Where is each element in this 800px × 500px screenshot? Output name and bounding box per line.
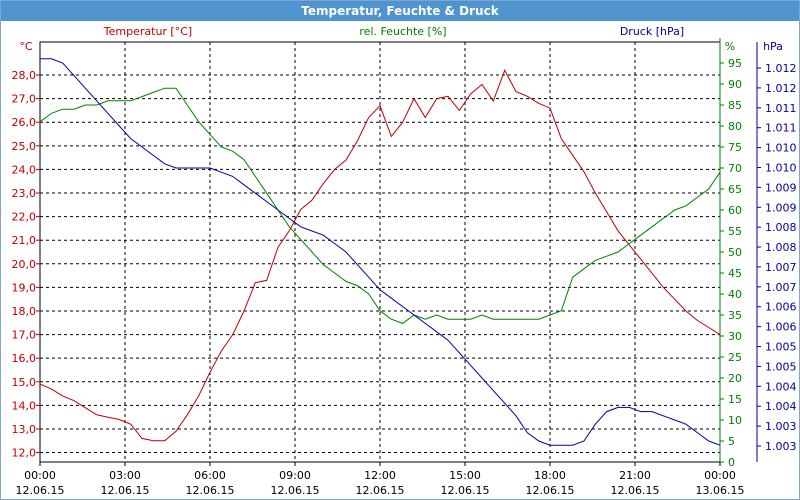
humidity-tick-label: 55 [728,225,742,238]
temp-tick-label: 15,0 [12,376,37,389]
pressure-tick-label: 1.003 [765,420,797,433]
humidity-tick-label: 20 [728,372,742,385]
temp-tick-label: 14,0 [12,399,37,412]
pressure-tick-label: 1.012 [765,82,797,95]
pressure-series-label: Druck [hPa] [620,25,684,38]
x-tick-date: 12.06.15 [16,484,65,497]
x-tick-time: 09:00 [279,469,311,482]
x-tick-time: 00:00 [704,469,736,482]
x-tick-time: 18:00 [534,469,566,482]
temp-tick-label: 28,0 [12,69,37,82]
temp-tick-label: 27,0 [12,93,37,106]
temp-unit-label: °C [19,40,33,53]
x-tick-time: 15:00 [449,469,481,482]
humidity-tick-label: 40 [728,288,742,301]
x-tick-time: 12:00 [364,469,396,482]
humidity-tick-label: 90 [728,78,742,91]
temp-tick-label: 23,0 [12,187,37,200]
pressure-tick-label: 1.010 [765,161,797,174]
pressure-tick-label: 1.005 [765,341,797,354]
pressure-tick-label: 1.011 [765,122,797,135]
humidity-tick-label: 10 [728,414,742,427]
x-tick-time: 21:00 [619,469,651,482]
temp-tick-label: 12,0 [12,447,37,460]
pressure-tick-label: 1.005 [765,360,797,373]
humidity-tick-label: 5 [728,435,735,448]
pressure-tick-label: 1.007 [765,281,797,294]
pressure-tick-label: 1.004 [765,380,797,393]
humidity-tick-label: 70 [728,162,742,175]
humidity-tick-label: 75 [728,141,742,154]
pressure-tick-label: 1.009 [765,201,797,214]
humidity-tick-label: 60 [728,204,742,217]
temp-tick-label: 26,0 [12,116,37,129]
humidity-tick-label: 0 [728,456,735,469]
humidity-tick-label: 50 [728,246,742,259]
pressure-tick-label: 1.011 [765,102,797,115]
temp-tick-label: 22,0 [12,211,37,224]
x-tick-time: 00:00 [24,469,56,482]
x-tick-date: 12.06.15 [611,484,660,497]
x-tick-date: 12.06.15 [356,484,405,497]
temp-tick-label: 25,0 [12,140,37,153]
temp-tick-label: 18,0 [12,305,37,318]
humidity-tick-label: 15 [728,393,742,406]
pressure-tick-label: 1.006 [765,301,797,314]
temp-tick-label: 17,0 [12,329,37,342]
temp-tick-label: 21,0 [12,234,37,247]
humidity-tick-label: 35 [728,309,742,322]
pressure-tick-label: 1.008 [765,221,797,234]
x-tick-date: 12.06.15 [271,484,320,497]
window-title: Temperatur, Feuchte & Druck [1,1,799,21]
temp-tick-label: 24,0 [12,163,37,176]
temp-tick-label: 13,0 [12,423,37,436]
temp-tick-label: 20,0 [12,258,37,271]
x-tick-date: 12.06.15 [526,484,575,497]
temp-tick-label: 19,0 [12,281,37,294]
humidity-tick-label: 85 [728,99,742,112]
humidity-series-line [39,87,721,324]
pressure-tick-label: 1.009 [765,181,797,194]
humidity-tick-label: 30 [728,330,742,343]
pressure-tick-label: 1.003 [765,440,797,453]
x-tick-date: 12.06.15 [441,484,490,497]
pressure-unit-label: hPa [763,40,783,53]
pressure-tick-label: 1.007 [765,261,797,274]
humidity-tick-label: 65 [728,183,742,196]
pressure-series-line [40,58,721,446]
pressure-tick-label: 1.004 [765,400,797,413]
x-tick-date: 12.06.15 [101,484,150,497]
humidity-tick-label: 95 [728,57,742,70]
pressure-tick-label: 1.012 [765,62,797,75]
temperature-series-label: Temperatur [°C] [103,25,192,38]
pressure-tick-label: 1.006 [765,321,797,334]
humidity-tick-label: 45 [728,267,742,280]
x-tick-time: 06:00 [194,469,226,482]
x-tick-time: 03:00 [109,469,141,482]
humidity-tick-label: 25 [728,351,742,364]
humidity-series-label: rel. Feuchte [%] [359,25,446,38]
humidity-tick-label: 80 [728,120,742,133]
humidity-unit-label: % [725,40,735,53]
x-tick-date: 13.06.15 [696,484,745,497]
pressure-tick-label: 1.010 [765,142,797,155]
pressure-tick-label: 1.008 [765,241,797,254]
temp-tick-label: 16,0 [12,352,37,365]
temperature-series-line [39,69,721,442]
x-tick-date: 12.06.15 [186,484,235,497]
